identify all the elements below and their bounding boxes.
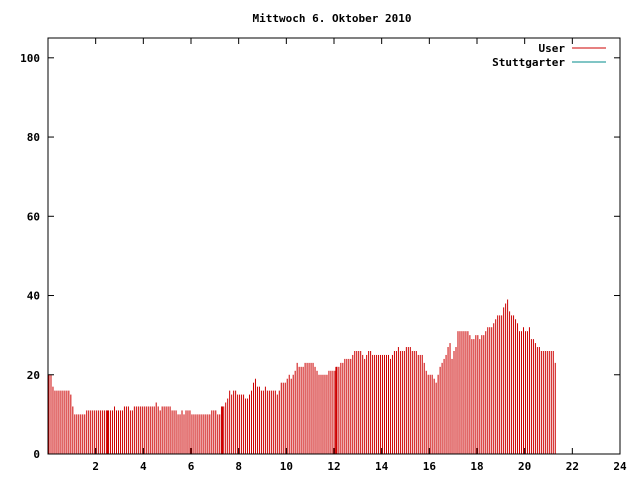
x-tick-label: 12 [327, 460, 340, 473]
x-tick-label: 16 [423, 460, 437, 473]
legend-label-user: User [539, 42, 566, 55]
x-tick-label: 6 [188, 460, 195, 473]
x-tick-label: 18 [470, 460, 483, 473]
y-tick-label: 20 [27, 369, 40, 382]
x-tick-label: 2 [92, 460, 99, 473]
legend: User Stuttgarter [492, 42, 606, 69]
x-tick-label: 24 [613, 460, 627, 473]
y-tick-label: 0 [33, 448, 40, 461]
x-tick-label: 8 [235, 460, 242, 473]
legend-label-stuttgarter: Stuttgarter [492, 56, 565, 69]
x-tick-label: 20 [518, 460, 531, 473]
y-tick-label: 40 [27, 290, 40, 303]
x-tick-label: 22 [566, 460, 579, 473]
y-tick-label: 100 [20, 52, 40, 65]
x-axis: 2 4 6 8 10 12 14 16 18 20 22 24 [92, 38, 627, 473]
chart-title: Mittwoch 6. Oktober 2010 [253, 12, 412, 25]
y-tick-label: 60 [27, 210, 40, 223]
x-tick-label: 10 [280, 460, 293, 473]
x-tick-label: 14 [375, 460, 389, 473]
plot-frame [47, 37, 621, 455]
y-tick-label: 80 [27, 131, 40, 144]
series-user-bars [48, 299, 556, 454]
y-axis: 0 20 40 60 80 100 [20, 52, 620, 461]
x-tick-label: 4 [140, 460, 147, 473]
special-markers [106, 366, 338, 454]
